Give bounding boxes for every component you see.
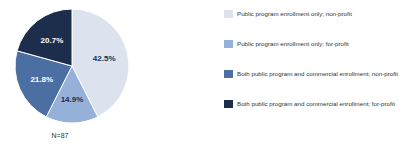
pie-slice: [17, 9, 72, 66]
data-label: 21.8%: [30, 75, 53, 84]
data-label: 14.9%: [61, 95, 84, 104]
pie: 42.5% 14.9% 21.8% 20.7%: [15, 9, 129, 123]
legend-label: Both public program and commercial enrol…: [237, 100, 395, 107]
chart: 42.5% 14.9% 21.8% 20.7% N=87 Public program e…: [0, 0, 420, 148]
legend-swatch: [224, 10, 233, 18]
legend-swatch: [224, 100, 233, 108]
annotation: N=87: [52, 132, 69, 139]
legend-swatch: [224, 40, 233, 48]
legend-label: Public program enrollment only; non-prof…: [237, 10, 352, 17]
legend-swatch: [224, 70, 233, 78]
legend-label: Both public program and commercial enrol…: [237, 70, 398, 77]
legend: Public program enrollment only; non-prof…: [224, 10, 398, 108]
data-label: 42.5%: [93, 54, 116, 63]
data-label: 20.7%: [41, 36, 64, 45]
legend-label: Public program enrollment only; for-prof…: [237, 40, 349, 47]
